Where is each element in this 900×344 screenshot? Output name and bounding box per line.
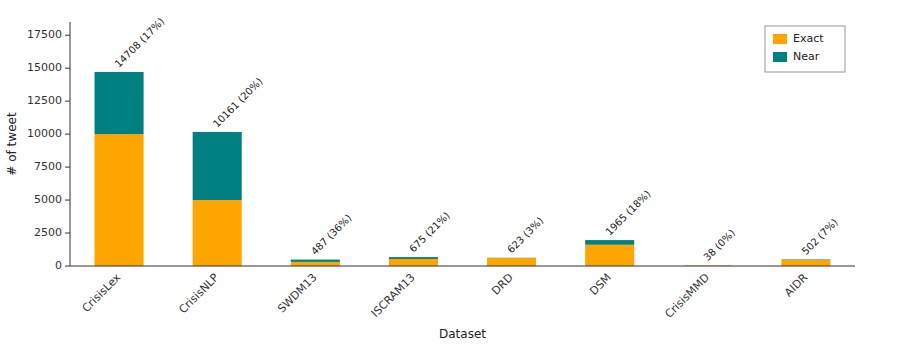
annotation: 487 (36%)	[309, 212, 354, 257]
bar	[95, 134, 144, 266]
y-tick	[65, 134, 70, 135]
legend: Exact Near	[765, 26, 845, 72]
legend-box	[765, 26, 845, 72]
bar	[585, 240, 634, 245]
x-tick-label: CrisisMMD	[662, 271, 712, 321]
bar	[95, 72, 144, 134]
bars	[95, 72, 831, 266]
y-tick-label: 5000	[34, 193, 62, 206]
bar	[291, 260, 340, 262]
annotation: 10161 (20%)	[211, 76, 265, 130]
y-tick-label: 0	[55, 259, 62, 272]
annotation: 502 (7%)	[800, 216, 840, 256]
y-tick-label: 7500	[34, 160, 62, 173]
bar	[193, 132, 242, 200]
x-tick-label: AIDR	[782, 271, 810, 299]
x-tick-label: ISCRAM13	[369, 271, 418, 320]
y-axis-label: # of tweet	[5, 112, 19, 176]
x-tick-label: SWDM13	[275, 271, 319, 315]
annotation: 1965 (18%)	[603, 188, 652, 237]
annotation: 38 (0%)	[701, 227, 737, 263]
annotation: 14708 (17%)	[113, 16, 167, 70]
y-tick-label: 12500	[27, 94, 62, 107]
y-tick-label: 17500	[27, 28, 62, 41]
y-axis-line	[70, 22, 71, 266]
annotation: 675 (21%)	[407, 210, 452, 255]
legend-swatch	[773, 34, 787, 44]
x-axis-label: Dataset	[439, 327, 486, 341]
bar	[389, 257, 438, 259]
y-tick-label: 10000	[27, 127, 62, 140]
bar	[487, 257, 536, 258]
x-tick-label: DRD	[489, 271, 516, 298]
bar	[781, 259, 830, 260]
x-tick-label: DSM	[587, 271, 614, 298]
annotation: 623 (3%)	[505, 215, 545, 255]
y-tick	[65, 68, 70, 69]
bar	[193, 200, 242, 266]
bar	[781, 260, 830, 266]
chart: 0 2500 5000 7500 10000 12500 15000 17500 CrisisL…	[0, 0, 900, 344]
legend-label: Near	[793, 50, 820, 63]
y-tick	[65, 101, 70, 102]
y-tick	[65, 200, 70, 201]
y-tick-label: 2500	[34, 226, 62, 239]
bar	[487, 258, 536, 266]
bar	[389, 259, 438, 266]
x-tick-label: CrisisLex	[80, 271, 124, 315]
y-tick	[65, 233, 70, 234]
y-tick-label: 15000	[27, 61, 62, 74]
legend-swatch	[773, 52, 787, 62]
x-tick-label: CrisisNLP	[176, 271, 221, 316]
bar	[291, 262, 340, 266]
legend-label: Exact	[793, 32, 824, 45]
bar	[585, 245, 634, 266]
x-axis-line	[70, 266, 855, 267]
y-tick	[65, 35, 70, 36]
y-tick	[65, 167, 70, 168]
y-tick	[65, 266, 70, 267]
